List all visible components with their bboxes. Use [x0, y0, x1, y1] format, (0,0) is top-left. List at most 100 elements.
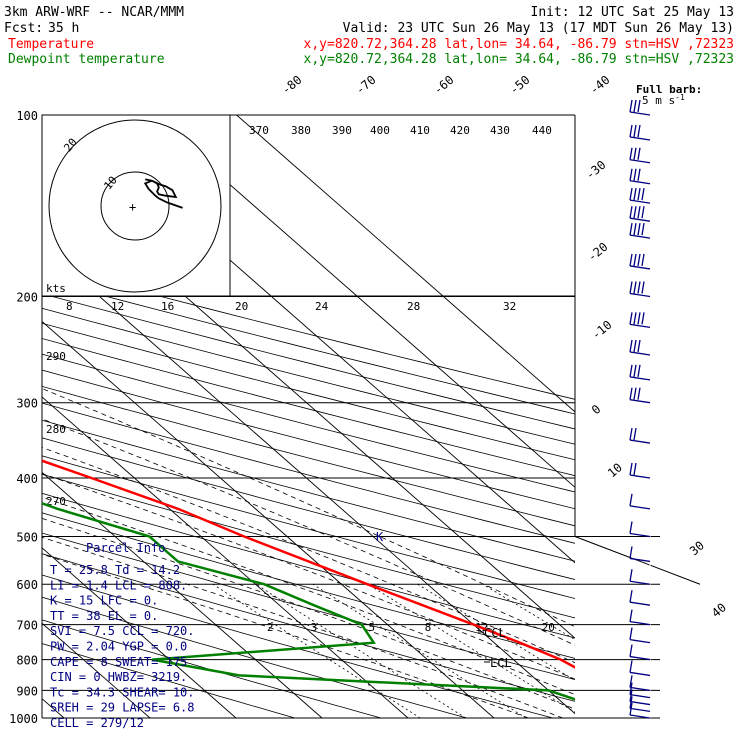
hodograph-tick-labels: 8 12 16 20 24 28 32 — [66, 300, 516, 313]
pressure-label: 600 — [16, 578, 38, 592]
pressure-label: 800 — [16, 654, 38, 668]
wind-barb — [629, 609, 651, 626]
dry-adiabat — [42, 278, 575, 415]
parcel-info-panel: Parcel Info T = 25.8 Td = 14.2LI = 1.4 L… — [50, 541, 195, 730]
theta-label: 280 — [46, 423, 66, 436]
temperature-location: x,y=820.72,364.28 lat,lon= 34.64, -86.79… — [304, 37, 734, 52]
isotherm-label: -10 — [589, 318, 615, 343]
wind-barb — [629, 660, 651, 677]
parcel-info-row: CAPE = 8 SWEAT= 175 — [50, 655, 187, 669]
pressure-label: 900 — [16, 684, 38, 698]
moist-adiabat — [42, 517, 575, 710]
dry-adiabat — [42, 307, 575, 445]
forecast-label: Fcst: — [4, 21, 43, 36]
wind-barb — [629, 124, 651, 141]
isotherm — [42, 547, 237, 718]
isotherm — [236, 115, 575, 413]
isotherm-label: -20 — [585, 240, 611, 265]
lcl-marker: LCL — [490, 656, 512, 670]
theta-label: 370 — [249, 124, 269, 137]
dry-adiabat — [42, 473, 575, 619]
wind-barb — [629, 253, 651, 270]
parcel-info-row: Tc = 34.3 SHEAR= 10. — [50, 685, 195, 699]
wind-barb — [629, 546, 651, 563]
moist-adiabat — [42, 388, 575, 628]
wind-barb — [629, 312, 651, 329]
wind-barb — [629, 387, 651, 404]
mixing-ratio-line — [312, 583, 527, 718]
theta-label: 420 — [450, 124, 470, 137]
wind-barb — [629, 682, 651, 699]
hodograph: 20 10 + kts — [41, 114, 231, 297]
isotherm-label: 0 — [589, 402, 604, 417]
dry-adiabat — [42, 437, 575, 581]
dry-adiabat — [42, 553, 575, 702]
isotherm-label: -70 — [353, 73, 379, 98]
dry-adiabat — [42, 596, 468, 718]
parcel-info-title: Parcel Info — [86, 541, 165, 555]
pressure-label: 1000 — [9, 712, 38, 726]
hodograph-trace — [143, 178, 183, 209]
hodograph-tick-label: 12 — [111, 300, 124, 313]
wind-barb — [629, 339, 651, 356]
isotherm-label: 10 — [605, 460, 625, 480]
theta-label: 380 — [291, 124, 311, 137]
dry-adiabat — [42, 574, 554, 718]
mixing-ratio-label: 5 — [369, 621, 376, 634]
pressure-label: 500 — [16, 530, 38, 544]
theta-label: 270 — [46, 495, 66, 508]
full-barb-label: Full barb: — [636, 83, 702, 96]
isotherm — [42, 245, 575, 715]
isotherm — [42, 471, 323, 718]
parcel-info-row: LI = 1.4 LCL = 808. — [50, 578, 187, 592]
valid-time: Valid: 23 UTC Sun 26 May 13 (17 MDT Sun … — [343, 21, 734, 36]
pressure-label: 300 — [16, 397, 38, 411]
wind-barb — [629, 147, 651, 164]
isotherm-labels: -80 -70 -60 -50 -40 -30 -20 -10 0 10 30 40 — [279, 73, 729, 621]
mixing-ratio-line — [255, 583, 466, 718]
wind-barb — [629, 462, 651, 479]
wind-barb — [629, 569, 651, 585]
init-time: Init: 12 UTC Sat 25 May 13 — [531, 5, 735, 20]
theta-labels: 370 380 390 400 410 420 430 440 290 280 270 — [46, 124, 552, 508]
isotherm — [42, 396, 409, 718]
forecast-hour: 35 h — [48, 21, 79, 36]
full-barb-speed: 5 m s — [642, 94, 675, 107]
moist-adiabat — [42, 553, 529, 718]
dry-adiabat — [42, 619, 382, 718]
dry-adiabat — [42, 293, 575, 430]
isotherm-label: 40 — [709, 600, 729, 620]
diagram-grid — [41, 114, 701, 719]
hodograph-units: kts — [46, 282, 66, 295]
right-axis-edge — [574, 536, 701, 585]
dry-adiabat — [42, 512, 575, 659]
isotherm-label: -50 — [507, 73, 533, 98]
dry-adiabat — [42, 532, 575, 680]
hodograph-tick-label: 8 — [66, 300, 73, 313]
k-marker: K — [376, 530, 384, 544]
temperature-field-label: Temperature — [8, 37, 94, 52]
parcel-info-row: K = 15 LFC = 0. — [50, 594, 158, 608]
grid-lines — [42, 115, 575, 718]
theta-label: 410 — [410, 124, 430, 137]
full-barb-exponent: -1 — [675, 93, 685, 102]
isotherm — [150, 115, 575, 488]
dry-adiabat — [42, 353, 575, 493]
full-barb-value: 5 m s-1 — [642, 93, 685, 107]
theta-label: 290 — [46, 350, 66, 363]
dry-adiabat — [42, 643, 296, 718]
wind-barb — [629, 188, 651, 204]
pressure-labels: 100 200 300 400 500 600 700 800 900 1000 — [9, 109, 38, 726]
wind-barb — [629, 627, 651, 644]
hodograph-tick-label: 24 — [315, 300, 329, 313]
hodograph-center: + — [129, 200, 136, 214]
wind-barb — [629, 99, 651, 116]
wind-barb — [629, 168, 651, 185]
dry-adiabat — [42, 338, 575, 477]
theta-label: 400 — [370, 124, 390, 137]
mixing-ratio-line — [212, 583, 421, 718]
mixing-ratio-label: 20 — [542, 621, 555, 634]
wind-barb — [629, 493, 651, 510]
mixing-ratio-line — [482, 583, 575, 641]
